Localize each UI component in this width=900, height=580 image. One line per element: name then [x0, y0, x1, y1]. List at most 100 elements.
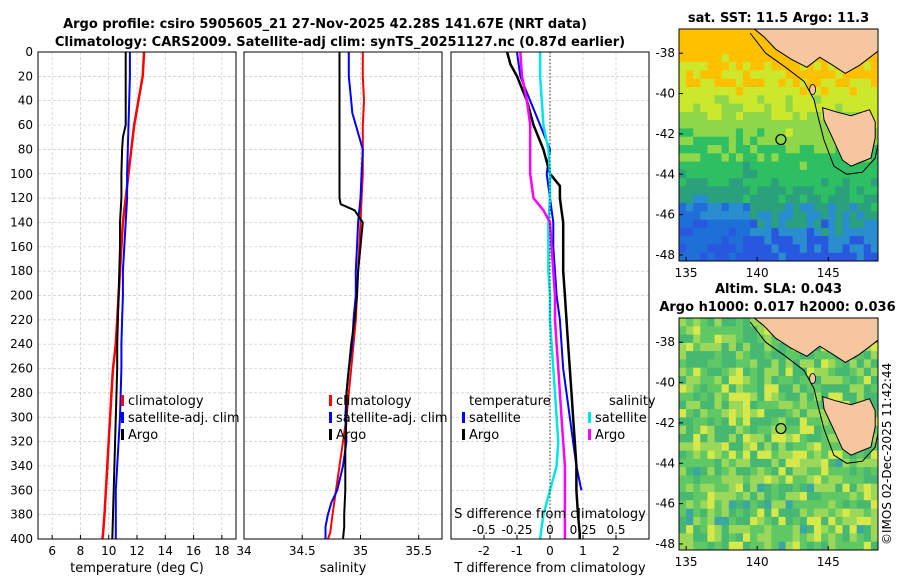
map-cell	[828, 500, 836, 510]
map-cell	[714, 541, 723, 550]
map-cell	[785, 400, 794, 410]
map-cell	[785, 252, 794, 261]
map-cell	[792, 62, 801, 71]
map-cell	[771, 400, 780, 410]
map-cell	[679, 516, 687, 526]
map-cell	[764, 392, 772, 402]
map-cell	[700, 492, 708, 501]
map-cell	[743, 367, 751, 377]
map-cell	[721, 186, 730, 196]
map-cell	[849, 458, 858, 468]
map-cell	[835, 153, 844, 163]
map-cell	[870, 236, 878, 245]
map-cell	[728, 359, 737, 369]
map-cell	[764, 492, 772, 501]
map-cell	[785, 541, 794, 550]
map-cell	[870, 467, 878, 476]
map-cell	[714, 467, 723, 476]
map-cell	[778, 252, 787, 261]
x-tick-label: 2	[612, 544, 620, 558]
map-cell	[679, 525, 687, 534]
map-cell	[757, 326, 765, 336]
map-cell	[799, 103, 808, 113]
map-cell	[799, 409, 808, 418]
mainland-landmass	[753, 29, 878, 74]
map-cell	[743, 533, 751, 543]
map-cell	[693, 516, 701, 526]
map-cell	[792, 219, 801, 229]
map-cell	[863, 541, 872, 550]
map-cell	[771, 475, 780, 485]
map-cell	[693, 244, 701, 254]
map-cell	[814, 367, 822, 377]
map-cell	[707, 541, 716, 550]
x2-tick-label: -0.25	[501, 523, 532, 537]
map-cell	[792, 475, 801, 485]
map-cell	[828, 458, 836, 468]
map-cell	[700, 458, 708, 468]
map-cell	[714, 508, 723, 518]
legend-salinity-argo: Argo	[595, 428, 625, 443]
map-cell	[870, 219, 878, 229]
map-cell	[750, 120, 758, 129]
map-cell	[799, 392, 808, 402]
map-cell	[686, 186, 694, 196]
map-cell	[842, 541, 851, 550]
map-cell	[750, 458, 758, 468]
map-cell	[849, 87, 858, 96]
map-cell	[771, 458, 780, 468]
map-cell	[714, 367, 723, 377]
legend-swatch	[329, 395, 332, 406]
map-cell	[735, 409, 744, 418]
map-cell	[757, 376, 765, 385]
map-cell	[828, 70, 836, 80]
map-cell	[778, 351, 787, 360]
map-cell	[735, 252, 744, 261]
map-cell	[792, 467, 801, 476]
legend-label-1: satellite-adj. clim	[128, 411, 240, 426]
map-cell	[792, 211, 801, 221]
map-cell	[814, 95, 822, 105]
map-cell	[721, 367, 730, 377]
map-cell	[785, 417, 794, 427]
map-cell	[735, 326, 744, 336]
map-cell	[771, 376, 780, 385]
map-cell	[714, 120, 723, 129]
map-cell	[849, 359, 858, 369]
y-tick-label: 120	[10, 191, 33, 205]
map-cell	[721, 136, 730, 146]
mainland-landmass	[753, 318, 878, 363]
map-cell	[835, 516, 844, 526]
legend-swatch	[462, 412, 465, 423]
map-cell	[785, 475, 794, 485]
map-cell	[735, 367, 744, 377]
map-cell	[693, 145, 701, 154]
map-cell	[757, 236, 765, 245]
map-cell	[792, 483, 801, 493]
map-cell	[693, 334, 701, 344]
map-cell	[856, 70, 865, 80]
map-cell	[856, 62, 865, 71]
x2-tick-label: 0.25	[570, 523, 597, 537]
map-cell	[750, 128, 758, 138]
map-cell	[842, 194, 851, 204]
map-cell	[806, 367, 815, 377]
map-cell	[863, 367, 872, 377]
map-cell	[863, 467, 872, 476]
map-cell	[835, 186, 844, 196]
y-tick-label: 140	[10, 215, 33, 229]
map-cell	[750, 203, 758, 212]
map-cell	[828, 492, 836, 501]
map-cell	[728, 244, 737, 254]
map-cell	[686, 145, 694, 154]
map-cell	[750, 87, 758, 96]
map-cell	[707, 409, 716, 418]
map-cell	[686, 169, 694, 179]
map-cell	[764, 500, 772, 510]
map-cell	[728, 252, 737, 261]
map-cell	[693, 87, 701, 96]
map-cell	[799, 78, 808, 88]
map-cell	[814, 467, 822, 476]
map-cell	[679, 203, 687, 212]
map-cell	[764, 178, 772, 187]
